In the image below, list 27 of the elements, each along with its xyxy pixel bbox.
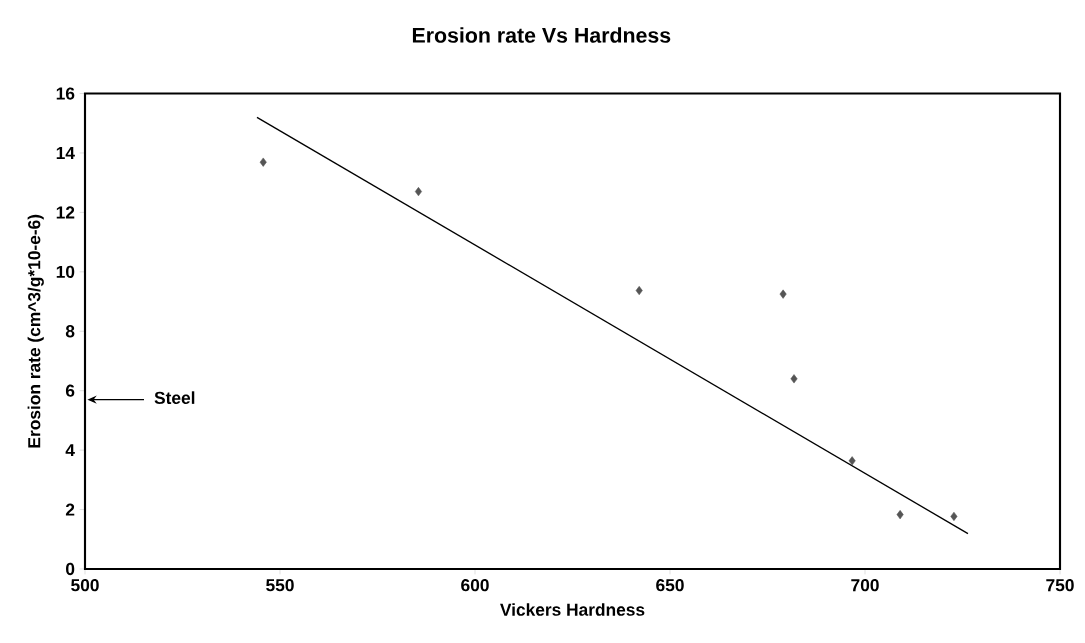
point [790,374,798,384]
point [848,456,856,466]
y-axis-title: Erosion rate (cm^3/g*10-e-6) [27,214,44,448]
point [896,510,904,520]
x-tick-label: 500 [71,579,99,592]
x-tick-label: 750 [1046,579,1074,592]
chart-title: Erosion rate Vs Hardness [412,27,671,43]
point [259,157,267,167]
y-tick-label: 0 [66,562,75,576]
annotation: Steel [154,391,195,405]
x-axis-title: Vickers Hardness [500,603,645,616]
y-tick-label: 10 [56,265,75,278]
x-tick-label: 700 [851,579,879,592]
point [779,289,787,299]
point [635,286,643,296]
x-tick-label: 650 [656,579,684,592]
x-tick-label: 550 [266,579,294,592]
y-tick-label: 12 [56,206,75,219]
point [414,187,422,197]
y-tick-label: 14 [56,147,75,159]
y-tick-label: 16 [56,87,75,100]
y-tick-label: 8 [65,325,75,338]
y-tick-label: 6 [65,384,75,397]
y-tick-label: 2 [65,503,75,516]
point [950,511,958,521]
x-tick-label: 600 [461,579,489,592]
y-tick-label: 4 [65,444,75,457]
